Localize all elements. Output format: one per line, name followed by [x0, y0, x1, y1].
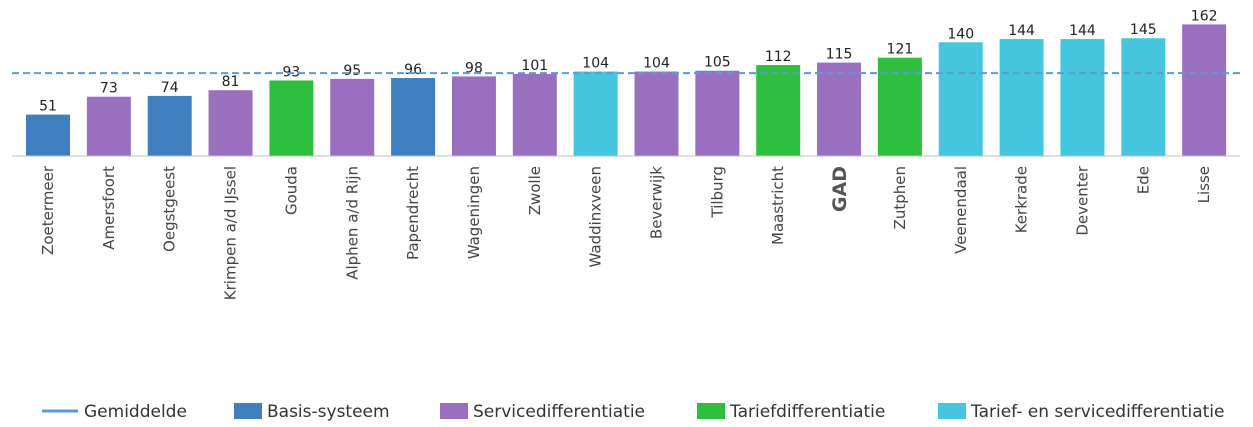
category-labels-layer: Zoetermeer Amersfoort Oegstgeest Krimpen a/…: [39, 165, 1213, 300]
category-label-waddinxveen: Waddinxveen: [587, 166, 605, 268]
value-label-zutphen: 121: [887, 42, 914, 58]
category-label-zwolle: Zwolle: [526, 166, 544, 215]
bar-maastricht: [756, 65, 801, 156]
category-label-lisse: Lisse: [1195, 166, 1213, 203]
bar-lisse: [1182, 24, 1227, 156]
category-label-gad: GAD: [829, 166, 851, 212]
value-label-gad: 115: [826, 47, 853, 63]
legend-swatch-tarief-en-servicedifferentiatie: [938, 403, 966, 419]
category-label-beverwijk: Beverwijk: [648, 166, 666, 239]
legend-label-servicedifferentiatie: Servicedifferentiatie: [473, 402, 645, 422]
bar-veenendaal: [938, 42, 983, 156]
bar-wageningen: [451, 76, 496, 156]
value-label-ede: 145: [1130, 22, 1157, 38]
value-label-krimpen-a-d-ijssel: 81: [222, 74, 240, 90]
bar-ede: [1121, 38, 1166, 156]
bar-tilburg: [695, 70, 740, 156]
bar-kerkrade: [999, 39, 1044, 156]
bar-beverwijk: [634, 71, 679, 156]
legend-swatch-servicedifferentiatie: [440, 403, 468, 419]
bar-zwolle: [512, 73, 557, 156]
bar-krimpen-a-d-ijssel: [208, 90, 253, 156]
value-label-veenendaal: 140: [947, 26, 974, 42]
category-label-tilburg: Tilburg: [708, 166, 726, 219]
value-label-oegstgeest: 74: [161, 80, 179, 96]
bar-alphen-a-d-rijn: [330, 78, 375, 156]
category-label-oegstgeest: Oegstgeest: [161, 166, 179, 252]
legend-label-tariefdifferentiatie: Tariefdifferentiatie: [729, 402, 885, 422]
category-label-ede: Ede: [1134, 166, 1152, 194]
legend-label-tarief-en-servicedifferentiatie: Tarief- en servicedifferentiatie: [970, 402, 1224, 422]
category-label-deventer: Deventer: [1073, 165, 1091, 236]
value-label-kerkrade: 144: [1008, 23, 1035, 39]
category-label-maastricht: Maastricht: [769, 166, 787, 245]
value-label-beverwijk: 104: [643, 56, 670, 72]
category-label-krimpen-a-d-ijssel: Krimpen a/d IJssel: [222, 166, 240, 300]
value-label-zoetermeer: 51: [39, 99, 57, 115]
category-label-amersfoort: Amersfoort: [100, 166, 118, 250]
value-label-papendrecht: 96: [404, 62, 422, 78]
category-label-zutphen: Zutphen: [891, 166, 909, 229]
category-label-wageningen: Wageningen: [465, 166, 483, 259]
category-label-gouda: Gouda: [282, 166, 300, 215]
legend-label-basis-systeem: Basis-systeem: [267, 402, 390, 422]
bar-gad: [817, 62, 862, 156]
value-label-deventer: 144: [1069, 23, 1096, 39]
category-label-alphen-a-d-rijn: Alphen a/d Rijn: [343, 166, 361, 280]
bar-papendrecht: [391, 78, 436, 156]
category-label-kerkrade: Kerkrade: [1013, 166, 1031, 233]
legend-swatch-basis-systeem: [234, 403, 262, 419]
bar-gouda: [269, 80, 314, 156]
bar-deventer: [1060, 39, 1105, 156]
value-label-alphen-a-d-rijn: 95: [343, 63, 361, 79]
bars-layer: [26, 24, 1227, 157]
value-label-zwolle: 101: [521, 58, 548, 74]
bar-zoetermeer: [26, 114, 70, 156]
bar-amersfoort: [86, 96, 131, 156]
category-label-zoetermeer: Zoetermeer: [39, 165, 57, 255]
value-label-tilburg: 105: [704, 55, 731, 71]
value-label-amersfoort: 73: [100, 81, 118, 97]
bar-waddinxveen: [573, 71, 618, 156]
category-label-papendrecht: Papendrecht: [404, 166, 422, 260]
legend: Gemiddelde Basis-systeem Servicedifferenti…: [42, 402, 1224, 422]
value-label-waddinxveen: 104: [582, 56, 609, 72]
bar-oegstgeest: [147, 95, 192, 156]
category-label-veenendaal: Veenendaal: [952, 166, 970, 254]
legend-label-gemiddelde: Gemiddelde: [84, 402, 187, 422]
legend-swatch-tariefdifferentiatie: [697, 403, 725, 419]
value-label-lisse: 162: [1191, 8, 1218, 24]
value-label-maastricht: 112: [765, 49, 792, 65]
